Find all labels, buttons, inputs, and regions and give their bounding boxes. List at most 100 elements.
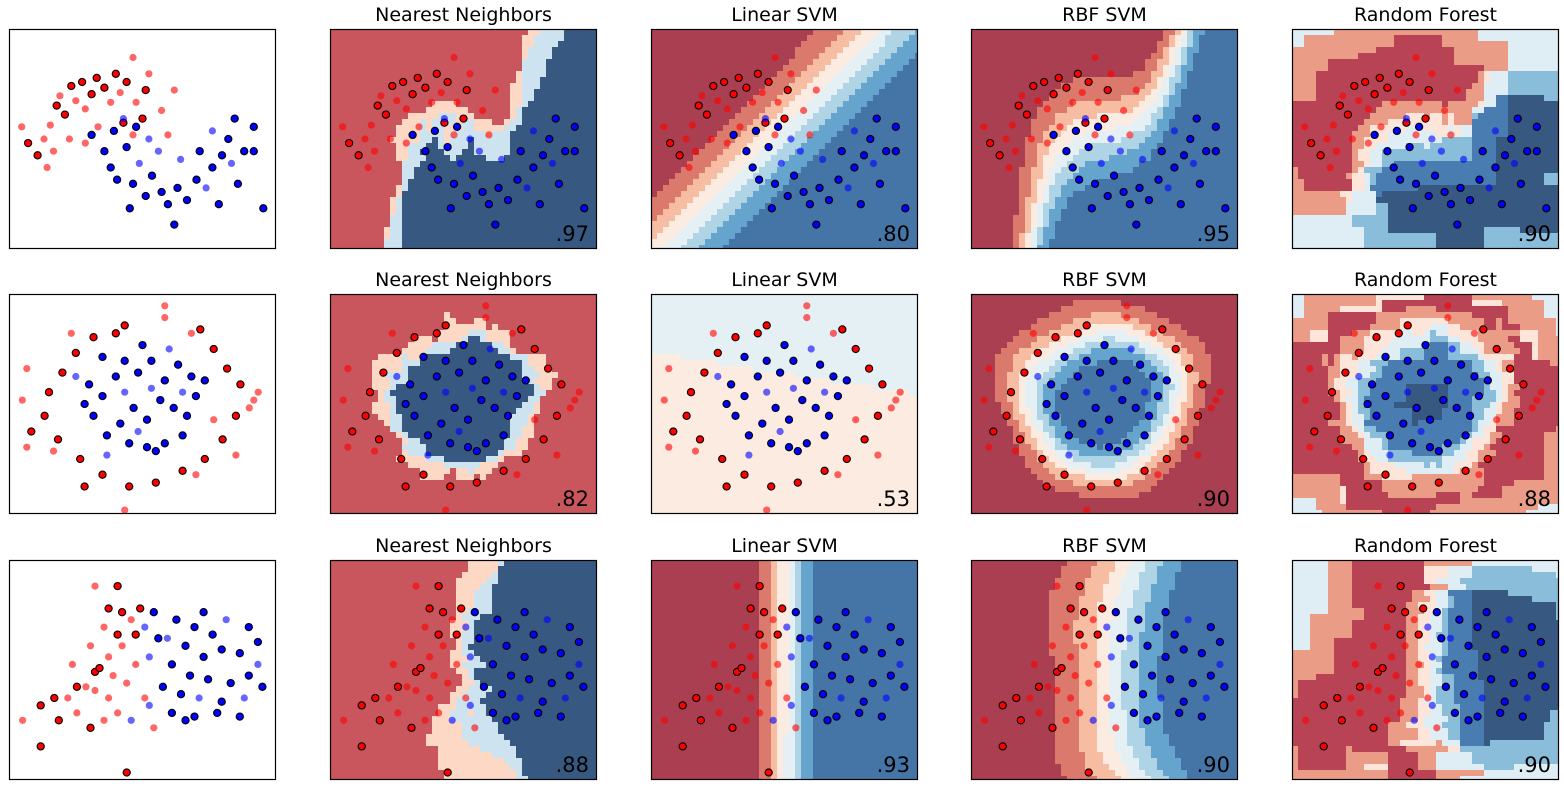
train-point-blue bbox=[163, 200, 173, 209]
test-point-blue bbox=[500, 388, 508, 396]
train-point-blue bbox=[1153, 391, 1163, 401]
test-point-red bbox=[1030, 660, 1038, 668]
test-point-red bbox=[1323, 135, 1331, 143]
train-point-blue bbox=[1103, 191, 1112, 201]
train-point-blue bbox=[833, 391, 843, 401]
test-point-red bbox=[553, 451, 561, 459]
test-point-red bbox=[1011, 147, 1020, 155]
train-point-red bbox=[1505, 364, 1515, 373]
train-point-blue bbox=[478, 187, 487, 197]
train-point-blue bbox=[433, 175, 443, 184]
train-point-blue bbox=[1109, 171, 1119, 180]
test-point-red bbox=[129, 131, 137, 139]
train-point-blue bbox=[1497, 200, 1506, 209]
test-point-red bbox=[150, 724, 158, 732]
train-point-blue bbox=[1091, 403, 1100, 413]
train-point-blue bbox=[1408, 204, 1417, 213]
train-point-red bbox=[998, 701, 1007, 710]
train-point-blue bbox=[244, 671, 253, 680]
test-point-red bbox=[187, 329, 195, 337]
train-point-blue bbox=[823, 716, 832, 725]
train-point-red bbox=[200, 454, 209, 464]
train-point-blue bbox=[832, 712, 841, 721]
test-point-blue bbox=[240, 694, 248, 702]
test-point-red bbox=[1332, 147, 1341, 155]
train-point-blue bbox=[1416, 368, 1426, 377]
test-point-red bbox=[760, 642, 768, 650]
test-point-red bbox=[1062, 623, 1070, 631]
test-point-red bbox=[40, 135, 48, 143]
train-point-red bbox=[1073, 69, 1082, 78]
test-point-red bbox=[1053, 686, 1061, 695]
train-point-blue bbox=[178, 431, 187, 440]
test-point-red bbox=[1301, 123, 1309, 131]
train-point-red bbox=[111, 69, 120, 78]
train-point-blue bbox=[109, 126, 119, 136]
subplot-title: Random Forest bbox=[1354, 4, 1497, 26]
train-point-blue bbox=[1175, 708, 1184, 718]
subplot-r2-c5: Random Forest .88 bbox=[1291, 269, 1560, 515]
test-point-red bbox=[1029, 329, 1037, 337]
test-point-blue bbox=[1083, 388, 1091, 396]
train-point-blue bbox=[798, 395, 807, 405]
score-label: .88 bbox=[1518, 487, 1551, 511]
train-point-blue bbox=[1430, 171, 1440, 180]
train-point-blue bbox=[253, 637, 263, 647]
score-label: .88 bbox=[556, 753, 589, 777]
train-point-blue bbox=[891, 147, 900, 156]
train-point-red bbox=[1098, 604, 1107, 613]
train-point-red bbox=[1066, 604, 1075, 613]
test-point-red bbox=[1441, 106, 1449, 115]
test-point-red bbox=[1120, 106, 1128, 115]
train-point-blue bbox=[829, 372, 838, 381]
train-point-blue bbox=[722, 399, 731, 409]
train-point-blue bbox=[877, 649, 886, 658]
axes-frame bbox=[650, 293, 919, 515]
train-point-blue bbox=[1482, 652, 1491, 662]
train-point-blue bbox=[488, 708, 498, 718]
train-point-blue bbox=[1078, 419, 1087, 428]
train-point-red bbox=[1355, 682, 1365, 691]
test-point-red bbox=[123, 679, 131, 687]
test-point-red bbox=[806, 131, 814, 139]
train-point-blue bbox=[1450, 660, 1460, 669]
test-point-blue bbox=[1202, 694, 1210, 702]
train-point-blue bbox=[490, 403, 499, 413]
train-point-blue bbox=[224, 134, 233, 144]
test-point-red bbox=[64, 694, 72, 702]
train-point-blue bbox=[886, 671, 895, 680]
train-point-blue bbox=[512, 391, 522, 401]
test-point-red bbox=[442, 506, 450, 514]
train-point-red bbox=[44, 388, 54, 397]
train-point-red bbox=[1501, 435, 1510, 444]
test-point-red bbox=[129, 53, 137, 62]
train-point-blue bbox=[1536, 637, 1546, 647]
train-point-blue bbox=[1161, 608, 1170, 617]
train-point-blue bbox=[1425, 415, 1435, 424]
test-point-blue bbox=[1216, 660, 1224, 668]
test-point-red bbox=[344, 443, 352, 451]
test-point-red bbox=[1493, 416, 1501, 424]
train-point-blue bbox=[1170, 163, 1179, 172]
train-point-red bbox=[728, 723, 737, 732]
test-point-blue bbox=[145, 653, 153, 661]
train-point-blue bbox=[508, 372, 517, 381]
train-point-red bbox=[1310, 427, 1319, 436]
train-point-red bbox=[1383, 83, 1392, 92]
train-point-red bbox=[86, 723, 95, 732]
train-point-red bbox=[397, 454, 406, 464]
train-point-blue bbox=[249, 147, 258, 156]
train-point-blue bbox=[1073, 372, 1082, 381]
train-point-blue bbox=[441, 356, 450, 365]
train-point-red bbox=[1360, 77, 1370, 87]
train-point-blue bbox=[1211, 147, 1220, 156]
axes-frame bbox=[329, 28, 598, 250]
test-point-blue bbox=[776, 427, 784, 436]
train-point-blue bbox=[1084, 142, 1093, 152]
train-point-red bbox=[1006, 388, 1016, 397]
train-point-blue bbox=[845, 675, 855, 684]
train-point-blue bbox=[758, 419, 767, 428]
train-point-blue bbox=[809, 660, 819, 669]
test-point-blue bbox=[1510, 159, 1519, 167]
train-point-blue bbox=[855, 708, 864, 718]
